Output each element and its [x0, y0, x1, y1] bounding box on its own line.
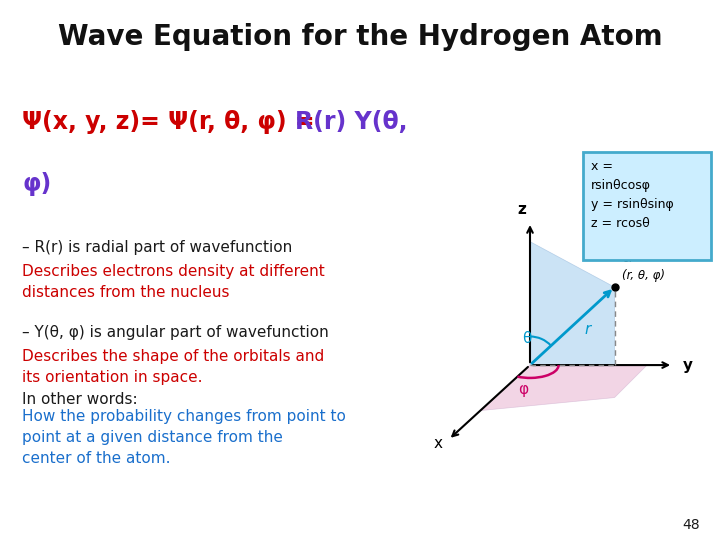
Text: 48: 48	[683, 518, 700, 532]
Text: r: r	[584, 322, 590, 337]
Text: Describes the shape of the orbitals and
its orientation in space.: Describes the shape of the orbitals and …	[22, 349, 324, 385]
Text: θ: θ	[522, 331, 531, 346]
Text: Ψ(x, y, z)= Ψ(r, θ, φ) =: Ψ(x, y, z)= Ψ(r, θ, φ) =	[22, 110, 323, 134]
Text: Wave Equation for the Hydrogen Atom: Wave Equation for the Hydrogen Atom	[58, 23, 662, 51]
Text: – Y(θ, φ) is angular part of wavefunction: – Y(θ, φ) is angular part of wavefunctio…	[22, 325, 329, 340]
Text: – R(r) is radial part of wavefunction: – R(r) is radial part of wavefunction	[22, 240, 292, 255]
Text: In other words:: In other words:	[22, 392, 138, 407]
Text: How the probability changes from point to
point at a given distance from the
cen: How the probability changes from point t…	[22, 409, 346, 466]
Text: φ): φ)	[22, 172, 51, 196]
Text: x: x	[434, 436, 443, 451]
Text: z: z	[518, 202, 526, 217]
Text: R(r) Y(θ,: R(r) Y(θ,	[295, 110, 408, 134]
Text: y: y	[683, 357, 693, 373]
FancyBboxPatch shape	[583, 152, 711, 260]
Text: φ: φ	[518, 382, 528, 397]
Text: (x, y, z)
or
(r, θ, φ): (x, y, z) or (r, θ, φ)	[623, 235, 666, 282]
Text: Describes electrons density at different
distances from the nucleus: Describes electrons density at different…	[22, 264, 325, 300]
Polygon shape	[481, 365, 647, 410]
Polygon shape	[530, 241, 614, 365]
Text: x =
rsinθcosφ
y = rsinθsinφ
z = rcosθ: x = rsinθcosφ y = rsinθsinφ z = rcosθ	[591, 160, 674, 230]
